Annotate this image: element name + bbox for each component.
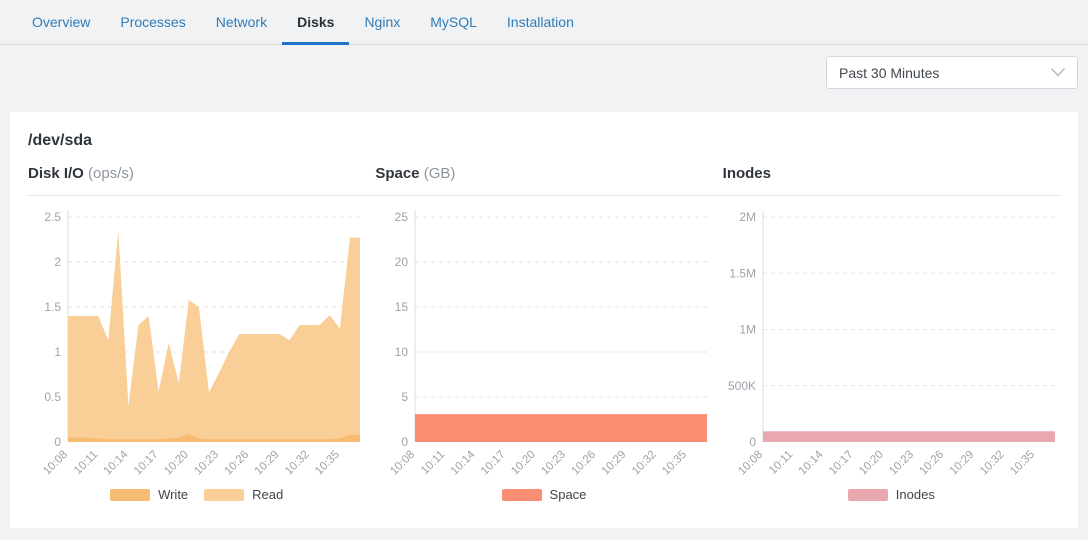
x-tick-label: 10:17 bbox=[827, 449, 856, 478]
tab-processes[interactable]: Processes bbox=[120, 14, 186, 30]
toolbar: Past 30 Minutes bbox=[0, 45, 1088, 89]
x-tick-label: 10:11 bbox=[72, 449, 100, 477]
x-tick-label: 10:17 bbox=[132, 449, 161, 478]
y-tick-label: 0 bbox=[54, 435, 61, 449]
disk-panel: /dev/sda Disk I/O (ops/s) Space (GB) Ino… bbox=[10, 112, 1078, 528]
legend-swatch bbox=[501, 488, 542, 501]
tab-bar: Overview Processes Network Disks Nginx MySQL I… bbox=[0, 0, 1088, 45]
x-tick-label: 10:11 bbox=[767, 449, 795, 477]
chart-title-disk-io: Disk I/O (ops/s) bbox=[28, 165, 134, 182]
y-tick-label: 5 bbox=[402, 390, 409, 404]
legend-item-inodes[interactable]: Inodes bbox=[847, 487, 935, 502]
x-tick-label: 10:20 bbox=[162, 449, 191, 478]
y-tick-label: 25 bbox=[395, 210, 409, 224]
legend-label: Inodes bbox=[895, 487, 935, 502]
chart-titles-row: Disk I/O (ops/s) Space (GB) Inodes bbox=[28, 165, 1060, 196]
y-tick-label: 2M bbox=[739, 210, 756, 224]
space-plot-area: 0 5 10 15 20 25 10:08 10:11 10:14 10:17 10:20 10:23… bbox=[375, 196, 712, 486]
x-tick-label: 10:26 bbox=[570, 449, 599, 478]
area-series-write bbox=[68, 433, 360, 442]
x-tick-label: 10:32 bbox=[630, 449, 659, 478]
x-tick-label: 10:14 bbox=[102, 448, 131, 477]
x-tick-label: 10:20 bbox=[509, 449, 538, 478]
disk-io-plot-area: 0 0.5 1 1.5 2 2.5 10:08 10:11 10:14 10:17 10:20 10:… bbox=[28, 196, 365, 486]
y-tick-label: 0 bbox=[402, 435, 409, 449]
legend-label: Read bbox=[252, 487, 284, 502]
chevron-down-icon bbox=[1051, 68, 1065, 77]
x-tick-label: 10:20 bbox=[857, 449, 886, 478]
legend-label: Space bbox=[549, 487, 587, 502]
y-tick-label: 1.5M bbox=[729, 266, 756, 280]
inodes-plot-area: 0 500K 1M 1.5M 2M 10:08 10:11 10:14 10:17 10:20 10… bbox=[723, 196, 1060, 486]
inodes-legend: Inodes bbox=[723, 487, 1060, 502]
space-legend: Space bbox=[375, 487, 712, 502]
disk-io-legend: Write Read bbox=[28, 487, 365, 502]
y-tick-label: 20 bbox=[395, 255, 409, 269]
x-tick-label: 10:35 bbox=[661, 449, 690, 478]
x-tick-label: 10:08 bbox=[736, 449, 765, 478]
tab-installation[interactable]: Installation bbox=[506, 14, 574, 30]
x-tick-label: 10:23 bbox=[192, 449, 221, 478]
disk-io-chart: 00.511.522.510:08 10:11 10:14 10:17 10:20 10:… bbox=[41, 210, 360, 478]
legend-item-write[interactable]: Write bbox=[110, 487, 188, 502]
y-tick-label: 2 bbox=[54, 255, 61, 269]
x-tick-label: 10:29 bbox=[947, 449, 976, 478]
chart-disk-io: 0 0.5 1 1.5 2 2.5 10:08 10:11 10:14 10:17 10:20 10:… bbox=[28, 196, 365, 502]
legend-swatch bbox=[847, 488, 888, 501]
y-tick-label: 0.5 bbox=[44, 390, 61, 404]
chart-inodes: 0 500K 1M 1.5M 2M 10:08 10:11 10:14 10:17 10:20 10… bbox=[723, 196, 1060, 502]
tab-network[interactable]: Network bbox=[215, 14, 268, 30]
time-range-select[interactable]: Past 30 Minutes bbox=[826, 56, 1078, 89]
legend-swatch bbox=[110, 488, 151, 501]
legend-item-space[interactable]: Space bbox=[501, 487, 587, 502]
chart-space: 0 5 10 15 20 25 10:08 10:11 10:14 10:17 10:20 10:23… bbox=[375, 196, 712, 502]
area-series-read bbox=[68, 230, 360, 442]
x-tick-label: 10:35 bbox=[313, 449, 342, 478]
tab-nginx[interactable]: Nginx bbox=[364, 14, 401, 30]
legend-item-read[interactable]: Read bbox=[204, 487, 283, 502]
time-range-value: Past 30 Minutes bbox=[839, 64, 940, 81]
legend-label: Write bbox=[158, 487, 189, 502]
x-tick-label: 10:14 bbox=[796, 448, 825, 477]
area-series-space bbox=[415, 414, 708, 442]
area-series-inodes bbox=[762, 431, 1055, 442]
x-tick-label: 10:32 bbox=[283, 449, 312, 478]
x-tick-label: 10:23 bbox=[540, 449, 569, 478]
x-tick-label: 10:14 bbox=[449, 448, 478, 477]
x-tick-label: 10:11 bbox=[419, 449, 447, 477]
x-tick-label: 10:08 bbox=[389, 449, 418, 478]
space-chart: 0 5 10 15 20 25 10:08 10:11 10:14 10:17 10:20 10:23… bbox=[389, 210, 708, 478]
tab-disks[interactable]: Disks bbox=[282, 0, 350, 45]
tab-mysql[interactable]: MySQL bbox=[430, 14, 477, 30]
panel-title: /dev/sda bbox=[28, 132, 93, 149]
tab-overview[interactable]: Overview bbox=[32, 14, 91, 30]
chart-title-space: Space (GB) bbox=[375, 165, 456, 182]
x-tick-label: 10:32 bbox=[978, 449, 1007, 478]
y-tick-label: 1M bbox=[739, 323, 756, 337]
y-tick-label: 500K bbox=[728, 379, 756, 393]
x-tick-label: 10:26 bbox=[917, 449, 946, 478]
charts-row: 0 0.5 1 1.5 2 2.5 10:08 10:11 10:14 10:17 10:20 10:… bbox=[28, 196, 1060, 502]
legend-swatch bbox=[204, 488, 245, 501]
x-tick-label: 10:26 bbox=[222, 449, 251, 478]
x-tick-label: 10:35 bbox=[1008, 449, 1037, 478]
x-tick-label: 10:29 bbox=[600, 449, 629, 478]
x-tick-label: 10:23 bbox=[887, 449, 916, 478]
y-tick-label: 1 bbox=[54, 345, 61, 359]
y-tick-label: 10 bbox=[395, 345, 409, 359]
y-tick-label: 15 bbox=[395, 300, 409, 314]
x-tick-label: 10:29 bbox=[253, 449, 282, 478]
chart-title-inodes: Inodes bbox=[722, 165, 771, 182]
x-tick-label: 10:08 bbox=[41, 449, 70, 478]
y-tick-label: 0 bbox=[749, 435, 756, 449]
y-tick-label: 2.5 bbox=[44, 210, 61, 224]
x-tick-label: 10:17 bbox=[479, 449, 508, 478]
y-tick-label: 1.5 bbox=[44, 300, 61, 314]
